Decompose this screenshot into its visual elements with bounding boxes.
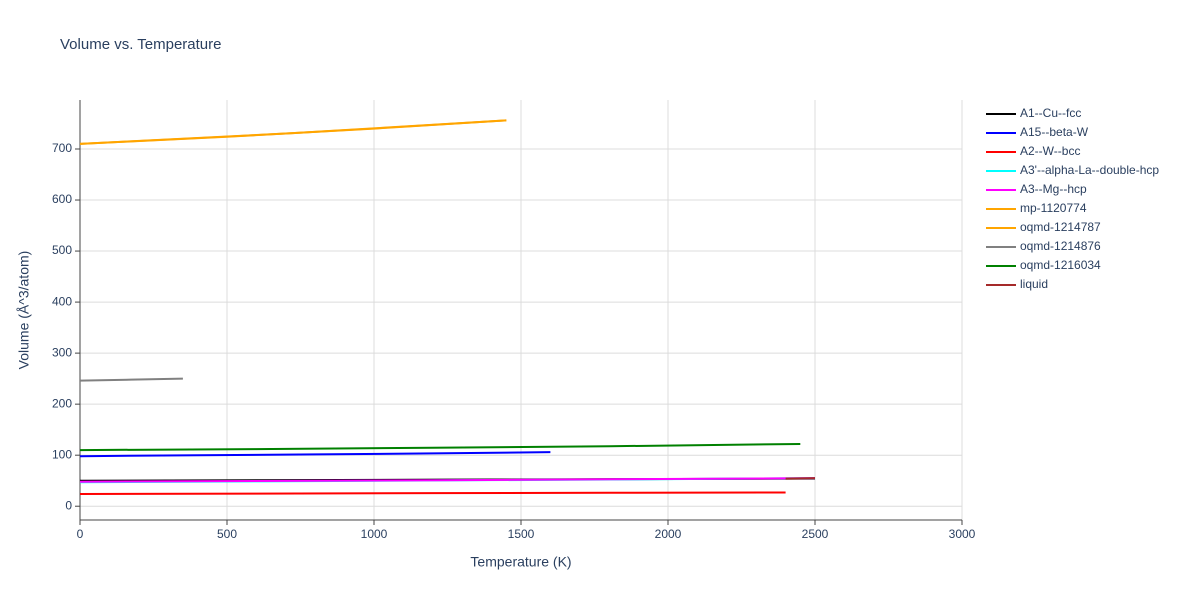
legend-label: oqmd-1216034 bbox=[1020, 258, 1101, 272]
legend-label: oqmd-1214787 bbox=[1020, 220, 1101, 234]
y-tick-label: 300 bbox=[52, 345, 72, 359]
y-tick-label: 500 bbox=[52, 243, 72, 257]
series-line bbox=[79, 377, 183, 382]
legend-label: A3'--alpha-La--double-hcp bbox=[1020, 163, 1159, 177]
x-tick-label: 500 bbox=[217, 527, 237, 541]
x-axis-title: Temperature (K) bbox=[470, 554, 571, 570]
y-axis-title: Volume (Å^3/atom) bbox=[16, 251, 32, 370]
chart-title: Volume vs. Temperature bbox=[60, 36, 221, 53]
y-tick-label: 400 bbox=[52, 294, 72, 308]
y-tick-label: 700 bbox=[52, 141, 72, 155]
x-tick-label: 1500 bbox=[508, 527, 535, 541]
legend-label: mp-1120774 bbox=[1020, 201, 1087, 215]
series-line bbox=[79, 442, 801, 452]
y-tick-label: 100 bbox=[52, 447, 72, 461]
legend-label: liquid bbox=[1020, 277, 1048, 291]
legend-label: oqmd-1214876 bbox=[1020, 239, 1101, 253]
y-tick-label: 200 bbox=[52, 396, 72, 410]
legend-label: A15--beta-W bbox=[1020, 125, 1089, 139]
series-line bbox=[79, 119, 507, 145]
legend-label: A1--Cu--fcc bbox=[1020, 106, 1081, 120]
x-tick-label: 2000 bbox=[655, 527, 682, 541]
series-line bbox=[785, 477, 816, 480]
series-line bbox=[79, 451, 551, 458]
y-tick-label: 0 bbox=[65, 498, 72, 512]
legend-label: A2--W--bcc bbox=[1020, 144, 1080, 158]
x-tick-label: 2500 bbox=[802, 527, 829, 541]
x-tick-label: 3000 bbox=[949, 527, 976, 541]
x-tick-label: 1000 bbox=[361, 527, 388, 541]
y-tick-label: 600 bbox=[52, 192, 72, 206]
series-line bbox=[79, 477, 816, 483]
series-line bbox=[79, 491, 786, 495]
x-tick-label: 0 bbox=[77, 527, 84, 541]
legend-label: A3--Mg--hcp bbox=[1020, 182, 1087, 196]
